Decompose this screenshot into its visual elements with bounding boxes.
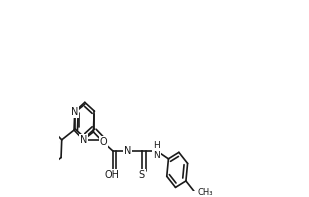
Text: H
N: H N bbox=[153, 141, 160, 161]
Text: O: O bbox=[99, 138, 107, 147]
Text: S: S bbox=[139, 170, 145, 180]
Text: N: N bbox=[124, 146, 131, 156]
Text: CH₃: CH₃ bbox=[197, 188, 213, 197]
Text: N: N bbox=[71, 107, 78, 117]
Text: OH: OH bbox=[104, 170, 119, 180]
Text: N: N bbox=[80, 135, 87, 145]
